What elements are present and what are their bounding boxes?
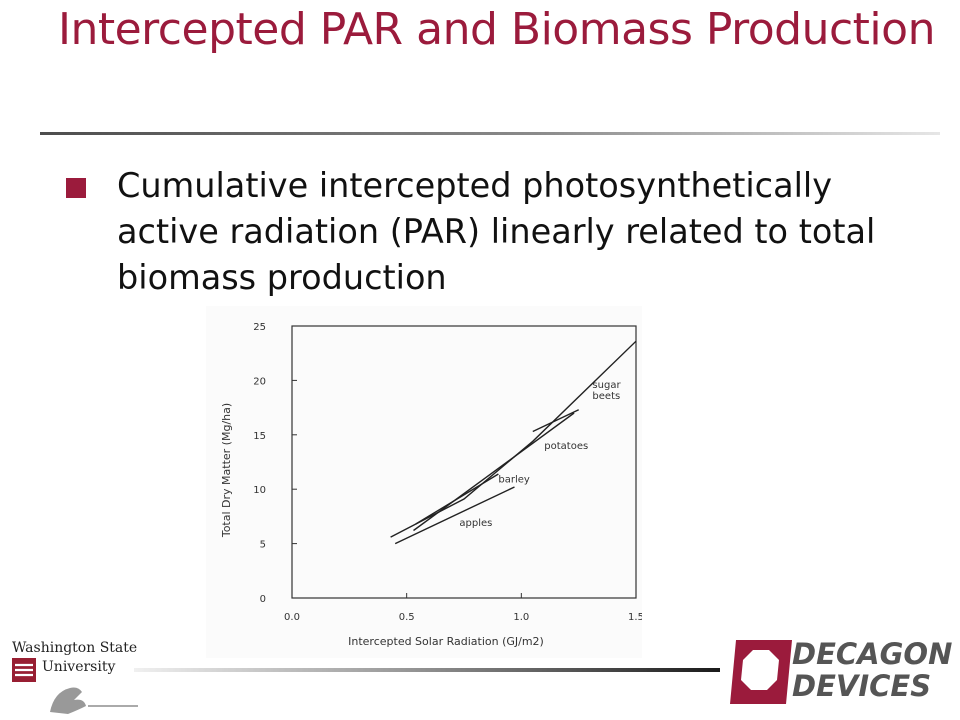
decagon-octagon-icon — [730, 640, 792, 704]
wsu-name-line1: Washington State — [12, 640, 138, 656]
y-axis-label: Total Dry Matter (Mg/ha) — [220, 403, 233, 538]
cougar-head-icon — [50, 687, 138, 714]
series-line-potatoes-2 — [413, 412, 575, 532]
plot-frame — [291, 325, 637, 599]
bullet-text: Cumulative intercepted photosyntheticall… — [117, 166, 876, 297]
wsu-logo: Washington State University — [6, 630, 146, 720]
series-annotation: apples — [459, 518, 492, 529]
series-line-sugar-beets-1 — [532, 409, 579, 433]
decagon-word-1: DECAGON — [792, 637, 953, 671]
y-tick-label: 25 — [253, 322, 266, 333]
y-tick-label: 15 — [253, 431, 266, 442]
x-axis-label: Intercepted Solar Radiation (GJ/m2) — [348, 635, 544, 648]
x-tick-label: 0.0 — [284, 612, 300, 623]
x-tick-label: 1.5 — [628, 612, 642, 623]
y-tick-label: 5 — [260, 540, 266, 551]
y-tick-label: 10 — [253, 485, 266, 496]
series-line-barley-3 — [415, 473, 499, 525]
wsu-emblem-icon — [12, 658, 36, 682]
decagon-word-2: DEVICES — [792, 669, 932, 703]
y-tick-label: 0 — [260, 594, 266, 605]
series-annotation: potatoes — [544, 441, 588, 452]
footer-bar — [134, 668, 720, 672]
bullet-square-icon — [66, 178, 86, 198]
title-divider — [40, 132, 940, 135]
series-line-sugar-beets-0 — [390, 340, 637, 538]
series-annotation: barley — [498, 475, 530, 486]
series-annotation: beets — [592, 391, 620, 402]
wsu-name-line2: University — [42, 659, 116, 675]
series-line-apples-4 — [394, 486, 515, 545]
decagon-logo: DECAGON DEVICES — [726, 636, 956, 708]
series-annotation: sugar — [592, 380, 621, 391]
x-tick-label: 1.0 — [513, 612, 529, 623]
chart-figure: 0.0 0.5 1.0 1.5 0 5 10 15 20 25 sugar beets potatoe… — [206, 306, 644, 658]
slide-title: Intercepted PAR and Biomass Production — [58, 4, 935, 55]
x-tick-label: 0.5 — [399, 612, 415, 623]
y-tick-label: 20 — [253, 376, 266, 387]
